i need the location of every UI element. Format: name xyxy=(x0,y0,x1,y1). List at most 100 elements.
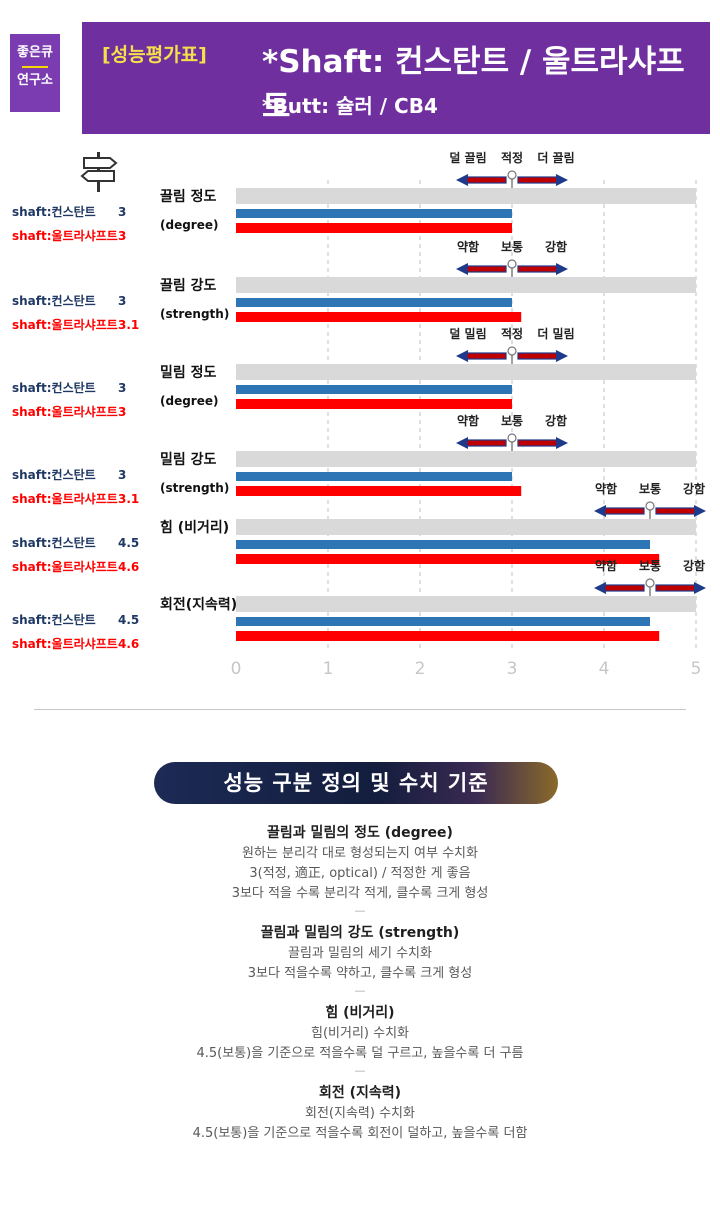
x-tick-label: 3 xyxy=(507,659,518,679)
legend-series2-label: shaft:울트라샤프트 xyxy=(12,404,118,419)
definition-line: 3(적정, 適正, optical) / 적정한 게 좋음 xyxy=(249,866,471,881)
header-butt-line: *Butt: 슐러 / CB4 xyxy=(262,94,438,118)
bar-series2 xyxy=(236,223,512,233)
bar-series2 xyxy=(236,554,660,564)
pushpin-icon xyxy=(507,346,517,365)
category-name: 힘 (비거리) xyxy=(160,519,229,536)
legend-series1-value: 4.5 xyxy=(118,613,139,627)
pushpin-head xyxy=(507,259,517,269)
bar-series2 xyxy=(236,486,522,496)
definition-line: 원하는 분리각 대로 형성되는지 여부 수치화 xyxy=(242,846,478,861)
legend-series2-label: shaft:울트라샤프트 xyxy=(12,228,118,243)
definition-line: 3보다 적을수록 약하고, 클수록 크게 형성 xyxy=(247,966,473,981)
legend-series1-value: 3 xyxy=(118,468,126,482)
arrow-shaft xyxy=(655,507,696,515)
section-separator: — xyxy=(354,904,366,917)
bar-series2 xyxy=(236,312,522,322)
arrow-head xyxy=(594,582,606,594)
legend-series1-label: shaft:컨스탄트 xyxy=(12,612,96,627)
scale-label-high: 강함 xyxy=(683,558,705,573)
legend-series1-label: shaft:컨스탄트 xyxy=(12,535,96,550)
legend-series1-label: shaft:컨스탄트 xyxy=(12,467,96,482)
arrow-head xyxy=(556,174,568,186)
category-sub: (strength) xyxy=(160,307,229,321)
pushpin-head xyxy=(507,433,517,443)
pushpin-head xyxy=(507,170,517,180)
header-banner: [성능평가표] *Shaft: 컨스탄트 / 울트라샤프트 *Butt: 슐러 … xyxy=(82,22,710,134)
x-tick-label: 0 xyxy=(231,659,242,679)
definition-heading: 끌림과 밀림의 강도 (strength) xyxy=(260,925,460,941)
arrow-shaft xyxy=(517,439,558,447)
scale-label-high: 강함 xyxy=(545,413,567,428)
pushpin-head xyxy=(645,578,655,588)
bar-series2 xyxy=(236,631,660,641)
arrow-shaft xyxy=(517,265,558,273)
x-tick-label: 1 xyxy=(323,659,334,679)
signpost-icon xyxy=(80,152,118,192)
arrow-head xyxy=(456,174,468,186)
definitions-list: 끌림과 밀림의 정도 (degree) 원하는 분리각 대로 형성되는지 여부 수… xyxy=(0,822,720,1148)
arrow-head xyxy=(556,263,568,275)
legend-series2-value: 4.6 xyxy=(118,560,139,574)
row-track xyxy=(236,277,696,293)
logo-line1: 좋은큐 xyxy=(17,45,53,60)
scale-label-low: 덜 밀림 xyxy=(449,327,486,341)
definitions-title: 성능 구분 정의 및 수치 기준 xyxy=(154,762,558,804)
scale-label-mid: 보통 xyxy=(639,481,661,496)
scale-label-low: 약함 xyxy=(595,481,617,496)
legend-series1-value: 3 xyxy=(118,294,126,308)
scale-label-high: 강함 xyxy=(683,481,705,496)
section-separator: — xyxy=(354,984,366,997)
definition-heading: 힘 (비거리) xyxy=(325,1005,395,1021)
legend-series2-value: 3.1 xyxy=(118,318,139,332)
legend-series1-label: shaft:컨스탄트 xyxy=(12,204,96,219)
row-track xyxy=(236,188,696,204)
bar-series1 xyxy=(236,298,512,307)
x-tick-label: 4 xyxy=(599,659,610,679)
legend-series2-value: 3 xyxy=(118,229,126,243)
arrow-head xyxy=(694,505,706,517)
x-tick-label: 2 xyxy=(415,659,426,679)
legend-series2-label: shaft:울트라샤프트 xyxy=(12,317,118,332)
scale-label-high: 더 끌림 xyxy=(537,150,574,165)
definition-line: 4.5(보통)을 기준으로 적을수록 회전이 덜하고, 높을수록 더함 xyxy=(192,1126,528,1141)
arrow-head xyxy=(456,263,468,275)
header-tag: [성능평가표] xyxy=(102,44,207,66)
logo-divider xyxy=(22,66,48,68)
category-name: 밀림 정도 xyxy=(160,364,217,381)
pushpin-head xyxy=(645,501,655,511)
legend-series1-value: 3 xyxy=(118,205,126,219)
definition-heading: 회전 (지속력) xyxy=(318,1085,402,1101)
arrow-shaft xyxy=(655,584,696,592)
scale-label-low: 약함 xyxy=(457,239,479,254)
bar-series1 xyxy=(236,617,650,626)
logo-line2: 연구소 xyxy=(17,73,53,88)
category-name: 밀림 강도 xyxy=(160,451,217,468)
scale-label-high: 더 밀림 xyxy=(537,326,574,341)
bar-series1 xyxy=(236,209,512,218)
legend-series2-label: shaft:울트라샤프트 xyxy=(12,559,118,574)
definition-section: 끌림과 밀림의 정도 (degree) 원하는 분리각 대로 형성되는지 여부 수… xyxy=(0,822,720,918)
definition-line: 힘(비거리) 수치화 xyxy=(311,1026,409,1041)
category-sub: (degree) xyxy=(160,218,218,232)
legend-series2-value: 3 xyxy=(118,405,126,419)
definition-line: 3보다 적을 수록 분리각 적게, 클수록 크게 형성 xyxy=(231,886,489,901)
definition-section: 회전 (지속력) 회전(지속력) 수치화 4.5(보통)을 기준으로 적을수록 회전… xyxy=(0,1082,720,1144)
definition-line: 끌림과 밀림의 세기 수치화 xyxy=(288,946,432,961)
pushpin-icon xyxy=(645,501,655,520)
definition-line: 4.5(보통)을 기준으로 적을수록 덜 구르고, 높을수록 더 구름 xyxy=(196,1046,524,1061)
row-track xyxy=(236,451,696,467)
legend-series2-label: shaft:울트라샤프트 xyxy=(12,636,118,651)
scale-label-high: 강함 xyxy=(545,239,567,254)
row-track xyxy=(236,364,696,380)
scale-label-low: 약함 xyxy=(457,413,479,428)
bar-series1 xyxy=(236,540,650,549)
definition-section: 힘 (비거리) 힘(비거리) 수치화 4.5(보통)을 기준으로 적을수록 덜 구르… xyxy=(0,1002,720,1078)
